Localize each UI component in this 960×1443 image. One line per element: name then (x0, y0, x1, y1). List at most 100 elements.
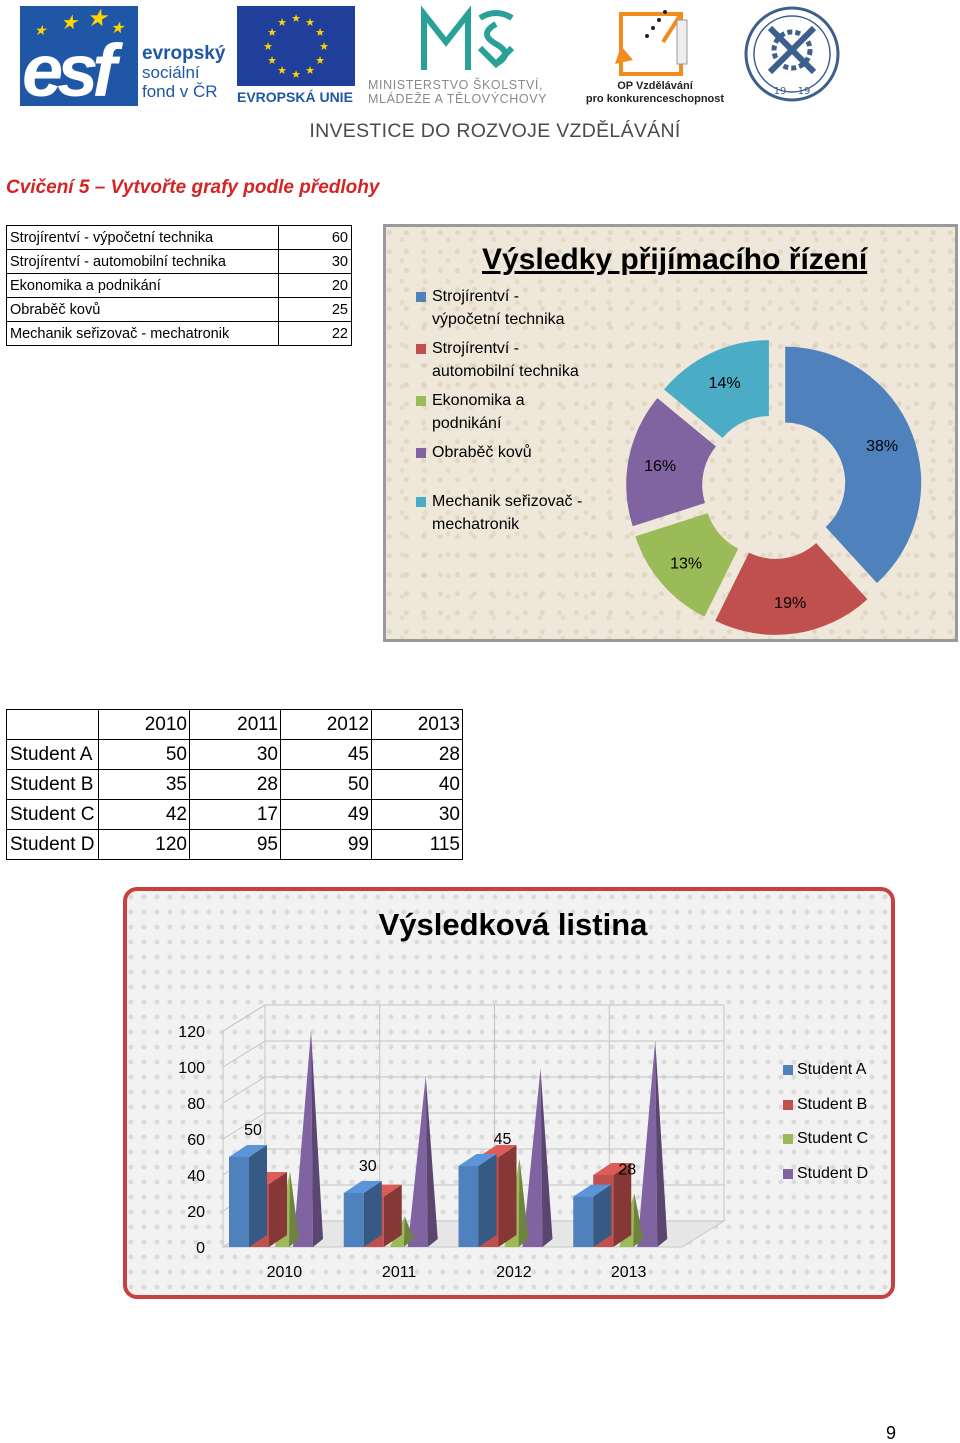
table-cell: Student D (6, 829, 99, 860)
table-cell: 2013 (371, 709, 463, 740)
table-results: 2010 2011 2012 2013 Student A 50 30 45 28 Student… (6, 709, 463, 860)
pyramid-bar (407, 1076, 428, 1247)
banner-investice: INVESTICE DO ROZVOJE VZDĚLÁVÁNÍ (309, 120, 681, 142)
table-row: Strojírentví - automobilní technika 30 (6, 249, 352, 274)
bar-chart-card: Výsledková listina 0 20 40 60 80 100 120 2010 50… (123, 887, 895, 1299)
eu-logo: ★ ★ ★ ★ ★ ★ ★ ★ ★ ★ ★ ★ EVROPSKÁ UNIE (237, 6, 357, 106)
msmt-line2: MLÁDEŽE A TĚLOVÝCHOVY (368, 92, 548, 106)
pyramid-side (289, 1171, 299, 1247)
pyramid-bar (637, 1040, 658, 1247)
pyramid-side (425, 1076, 438, 1247)
table-cell: Student C (6, 799, 99, 830)
table-row: Student D 120 95 99 115 (6, 829, 463, 860)
pyramid-side (540, 1068, 553, 1247)
table-cell: 40 (371, 769, 463, 800)
table-cell: 20 (278, 273, 352, 298)
pie-data-label: 13% (670, 556, 702, 573)
table-row: Strojírentví - výpočetní technika 60 (6, 225, 352, 250)
bar (458, 1166, 479, 1247)
pyramid-bar (293, 1031, 313, 1247)
pie-slice (785, 346, 922, 584)
bar-top (229, 1145, 267, 1157)
table-cell: 49 (280, 799, 372, 830)
pyramid-side (311, 1031, 323, 1247)
pyramid-side (518, 1158, 529, 1247)
svg-text:★: ★ (305, 16, 315, 29)
table-cell: 2010 (98, 709, 190, 740)
table-cell: 30 (371, 799, 463, 830)
op-caption: OP Vzdělávání pro konkurenceschopnost (585, 80, 725, 106)
bar-data-label: 28 (618, 1162, 636, 1179)
pie-data-label: 38% (866, 438, 898, 455)
x-tick-label: 2013 (611, 1264, 647, 1281)
esf-text: evropský sociální fond v ČR (142, 44, 225, 101)
table-cell: Strojírentví - výpočetní technika (6, 225, 279, 250)
table-cell: Obraběč kovů (6, 297, 279, 322)
pie-data-label: 19% (774, 595, 806, 612)
esf-line1: evropský (142, 43, 226, 64)
svg-text:★: ★ (315, 54, 325, 67)
svg-text:★: ★ (263, 40, 273, 53)
legend-label: Strojírentví - (432, 288, 520, 305)
table-admissions: Strojírentví - výpočetní technika 60 Stro… (6, 225, 352, 346)
legend-label: mechatronik (432, 516, 520, 533)
bar-top (593, 1163, 632, 1175)
bar-data-label: 50 (244, 1122, 262, 1139)
table-cell (6, 709, 99, 740)
legend-item: Strojírentví - výpočetní technika (416, 285, 606, 331)
bar (229, 1157, 249, 1247)
pie-data-label: 14% (709, 375, 741, 392)
bar-chart: 0 20 40 60 80 100 120 2010 50 2011 30 2012 45 2013 28 (178, 1004, 726, 1281)
table-cell: 99 (280, 829, 372, 860)
op-line1: OP Vzdělávání (617, 80, 693, 92)
table-cell: 45 (280, 739, 372, 770)
pie-chart: 38% 19% 13% 16% 14% (626, 340, 922, 635)
esf-line3: fond v ČR (142, 82, 218, 101)
table-cell: 30 (189, 739, 281, 770)
seal-year-right: 19 (798, 86, 811, 97)
x-tick-label: 2012 (496, 1264, 532, 1281)
pyramid-bar (522, 1068, 543, 1247)
eu-caption: EVROPSKÁ UNIE (237, 89, 353, 105)
table-row: 2010 2011 2012 2013 (6, 709, 463, 740)
bar-data-label: 30 (359, 1158, 377, 1175)
svg-text:★: ★ (291, 68, 301, 81)
y-tick-label: 40 (187, 1168, 205, 1185)
bar-side (593, 1184, 612, 1247)
legend-item: Ekonomika a podnikání (416, 389, 606, 435)
legend-label: Student C (797, 1130, 869, 1147)
eu-flag-icon: ★ ★ ★ ★ ★ ★ ★ ★ ★ ★ ★ ★ (237, 6, 355, 86)
bar (343, 1193, 364, 1247)
pie-chart-title: Výsledky přijímacího řízení (482, 243, 868, 276)
pie-slice (664, 340, 769, 438)
legend-label: Student B (797, 1095, 868, 1113)
msmt-line1: MINISTERSTVO ŠKOLSTVÍ, (368, 78, 544, 92)
svg-text:★: ★ (305, 64, 315, 77)
pie-slice (626, 398, 716, 527)
legend-item: Mechanik seřizovač - mechatronik (416, 490, 606, 536)
bar-top (573, 1184, 612, 1197)
table-cell: Ekonomika a podnikání (6, 273, 279, 298)
esf-mark: esf ★ ★ ★ ★ (20, 5, 138, 112)
bar-chart-title: Výsledková listina (378, 907, 648, 942)
svg-text:★: ★ (267, 54, 277, 67)
table-cell: Mechanik seřizovač - mechatronik (6, 321, 279, 346)
bar-side (249, 1145, 267, 1247)
table-cell: 60 (278, 225, 352, 250)
legend-swatch (783, 1168, 793, 1179)
msmt-logo: MINISTERSTVO ŠKOLSTVÍ, MLÁDEŽE A TĚLOVÝC… (368, 4, 578, 106)
table-row: Student B 35 28 50 40 (6, 769, 463, 800)
legend-item: Student A (783, 1061, 868, 1079)
legend-label: podnikání (432, 415, 502, 432)
bar-top (458, 1154, 497, 1166)
y-tick-label: 100 (178, 1060, 205, 1077)
legend-item: Student C (783, 1130, 868, 1148)
table-cell: 95 (189, 829, 281, 860)
pyramid-side (655, 1040, 668, 1247)
legend-label: výpočetní technika (432, 311, 565, 328)
table-cell: 115 (371, 829, 463, 860)
legend-item: Obraběč kovů (416, 441, 606, 464)
legend-swatch (416, 344, 426, 354)
exercise-title: Cvičení 5 – Vytvořte grafy podle předloh… (6, 177, 380, 198)
bar (573, 1196, 594, 1247)
